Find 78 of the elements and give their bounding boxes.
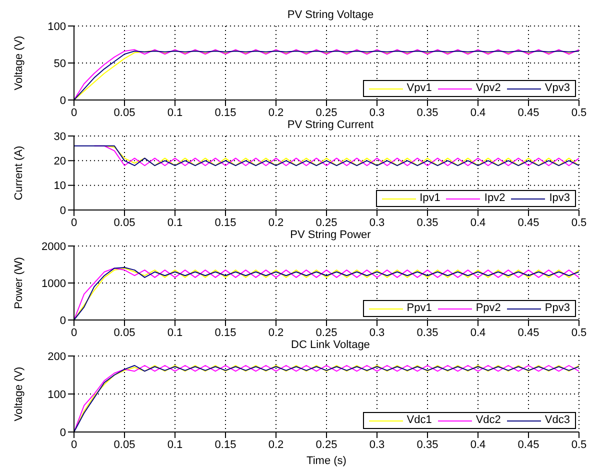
legend-label: Vpv3 (544, 82, 570, 95)
x-tick-label: 0.5 (571, 216, 587, 229)
y-axis-title: Current (A) (12, 146, 25, 200)
legend-label: Vdc2 (476, 414, 501, 427)
x-tick-label: 0.45 (518, 438, 540, 451)
x-tick-label: 0.5 (571, 438, 587, 451)
x-tick-label: 0.15 (214, 106, 236, 119)
legend-label: Ipv1 (420, 192, 440, 205)
legend-label: Ipv3 (549, 192, 570, 205)
x-tick-label: 0.5 (571, 326, 587, 339)
y-tick-label: 0 (60, 94, 66, 107)
x-tick-label: 0 (70, 438, 78, 451)
chart-title: PV String Current (286, 118, 375, 132)
x-tick-label: 0.15 (214, 438, 236, 451)
legend-label: Ppv2 (476, 302, 501, 315)
x-tick-label: 0.5 (571, 106, 587, 119)
y-tick-label: 0 (60, 204, 66, 217)
chart-title: DC Link Voltage (290, 338, 371, 352)
x-tick-label: 0.1 (167, 438, 183, 451)
x-tick-label: 0.4 (470, 326, 486, 339)
legend-label: Ppv1 (406, 302, 432, 315)
x-tick-label: 0 (70, 216, 78, 229)
legend-label: Vdc3 (544, 414, 570, 427)
y-tick-label: 1000 (42, 278, 66, 290)
y-axis-title: Voltage (V) (12, 366, 25, 422)
legend-label: Vpv1 (406, 82, 432, 95)
x-tick-label: 0.4 (470, 106, 486, 119)
legend-label: Vpv2 (476, 82, 501, 95)
legend-label: Ppv3 (544, 302, 570, 315)
x-tick-label: 0.35 (416, 438, 438, 451)
x-tick-label: 0.1 (167, 326, 183, 339)
chart-title: PV String Power (289, 228, 372, 242)
x-tick-label: 0.05 (114, 326, 136, 339)
y-tick-label: 0 (60, 426, 66, 439)
x-tick-label: 0.2 (268, 106, 284, 119)
y-tick-label: 10 (54, 180, 66, 192)
x-tick-label: 0.25 (316, 326, 338, 339)
y-tick-label: 200 (48, 350, 66, 363)
x-tick-label: 0.45 (518, 106, 540, 119)
x-tick-label: 0.4 (470, 216, 486, 229)
x-tick-label: 0.2 (268, 216, 284, 229)
x-tick-label: 0.3 (369, 216, 385, 229)
x-axis-title: Time (s) (306, 455, 346, 467)
x-tick-label: 0.3 (369, 438, 385, 451)
x-tick-label: 0.05 (114, 438, 136, 451)
x-tick-label: 0.25 (316, 438, 338, 451)
x-tick-label: 0.35 (416, 216, 438, 229)
x-tick-label: 0.25 (316, 216, 338, 229)
x-tick-label: 0.3 (369, 326, 385, 339)
x-tick-label: 0.35 (416, 106, 438, 119)
y-tick-label: 50 (54, 58, 66, 70)
x-tick-label: 0.35 (416, 326, 438, 339)
x-tick-label: 0.4 (470, 438, 486, 451)
x-tick-label: 0.25 (316, 106, 338, 119)
x-tick-label: 0 (70, 106, 78, 119)
x-tick-label: 0.2 (268, 326, 284, 339)
y-axis-title: Power (W) (12, 257, 25, 309)
chart-title: PV String Voltage (286, 8, 375, 22)
y-tick-label: 100 (48, 20, 66, 33)
x-tick-label: 0.2 (268, 438, 284, 451)
y-tick-label: 30 (54, 130, 66, 143)
x-tick-label: 0.05 (114, 216, 136, 229)
x-tick-label: 0 (70, 326, 78, 339)
legend-label: Vdc1 (406, 414, 432, 427)
y-tick-label: 100 (48, 388, 66, 401)
x-tick-label: 0.45 (518, 326, 540, 339)
y-axis-title: Voltage (V) (12, 36, 25, 90)
legend-label: Ipv2 (484, 192, 506, 205)
x-tick-label: 0.15 (214, 216, 236, 229)
x-tick-label: 0.1 (167, 106, 183, 119)
x-tick-label: 0.15 (214, 326, 236, 339)
y-tick-label: 0 (60, 314, 66, 327)
y-tick-label: 2000 (42, 240, 66, 253)
x-tick-label: 0.45 (518, 216, 540, 229)
x-tick-label: 0.3 (369, 106, 385, 119)
x-tick-label: 0.1 (167, 216, 183, 229)
x-tick-label: 0.05 (114, 106, 136, 119)
y-tick-label: 20 (54, 156, 66, 168)
